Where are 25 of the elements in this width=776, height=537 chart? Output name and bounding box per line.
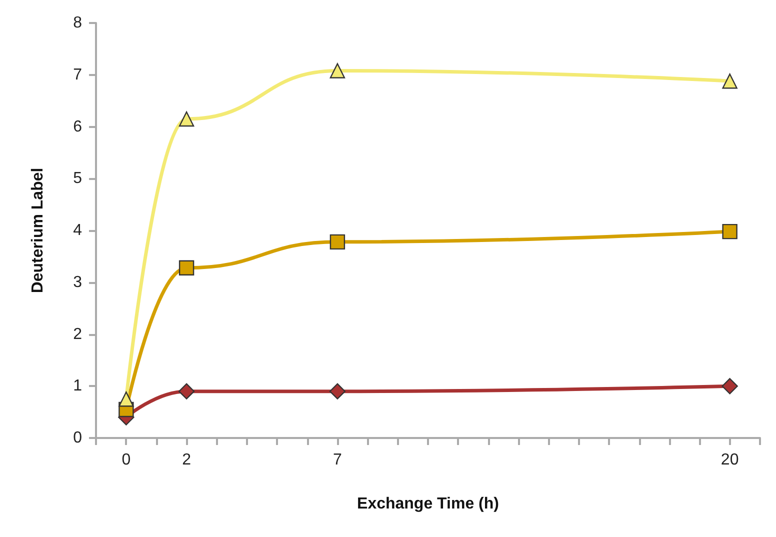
x-tick-label: 20 <box>720 452 739 468</box>
y-tick-label: 1 <box>73 378 82 395</box>
y-tick-label: 4 <box>73 222 82 239</box>
y-tick-label: 7 <box>73 66 82 84</box>
point <box>330 63 346 78</box>
y-tick-label: 8 <box>73 14 82 32</box>
y-tick-label: 3 <box>73 274 82 291</box>
point <box>330 234 346 250</box>
y-tick-label: 6 <box>73 118 82 136</box>
y-tick-label: 2 <box>73 326 82 343</box>
point <box>178 111 194 127</box>
x-tick-label: 0 <box>122 452 131 468</box>
x-tick-label: 7 <box>333 452 342 468</box>
x-tick-label: 2 <box>182 452 192 468</box>
point <box>178 260 194 276</box>
x-axis-title: Exchange Time (h) <box>357 496 499 512</box>
point <box>722 224 738 240</box>
point <box>118 391 134 407</box>
y-axis-title: Deuterium Label <box>30 168 46 294</box>
y-tick-label: 0 <box>73 430 82 446</box>
point <box>178 383 195 400</box>
point <box>722 378 738 394</box>
point <box>329 383 346 400</box>
y-tick-label: 5 <box>73 170 82 188</box>
point <box>722 74 738 89</box>
